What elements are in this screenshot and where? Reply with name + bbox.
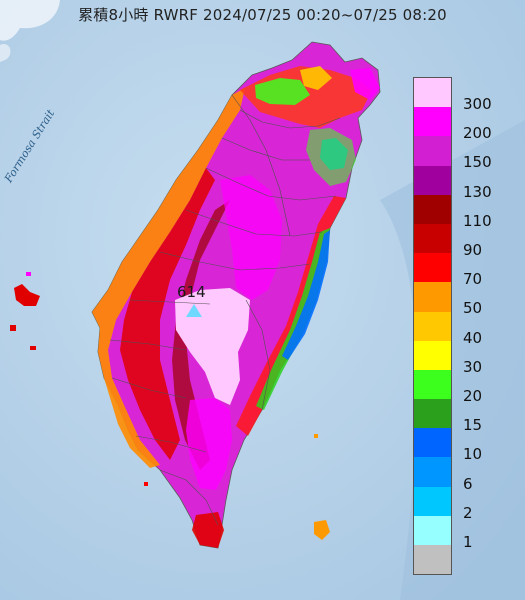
dark-red-band	[172, 200, 230, 470]
legend-swatch	[414, 165, 451, 195]
legend-label: 40	[463, 328, 483, 347]
max-rainfall-triangle-icon	[186, 304, 202, 317]
legend-label: 15	[463, 416, 483, 435]
legend-swatch	[414, 399, 451, 429]
legend-label: 70	[463, 270, 483, 289]
offshore-islet-3	[30, 346, 36, 350]
legend-swatch	[414, 515, 451, 545]
legend-swatch	[414, 340, 451, 370]
north-green	[255, 78, 310, 105]
legend-swatch	[414, 223, 451, 254]
central-core-300	[175, 288, 250, 405]
cloud-patch-small	[0, 43, 11, 62]
legend-label: 130	[463, 182, 492, 201]
legend-swatch	[414, 107, 451, 137]
map-title: 累積8小時 RWRF 2024/07/25 00:20~07/25 08:20	[78, 6, 447, 24]
legend-colorbar	[413, 77, 452, 576]
west-coast-band	[92, 88, 245, 468]
legend-swatch	[414, 282, 451, 312]
legend-label: 110	[463, 211, 492, 230]
legend-swatch	[414, 486, 451, 516]
penghu-islands	[14, 284, 40, 306]
legend-label: 90	[463, 241, 483, 259]
legend-label: 30	[463, 357, 483, 376]
legend-label: 6	[463, 474, 473, 493]
east-coast-green	[256, 228, 330, 410]
legend-swatch	[414, 78, 451, 108]
cloud-patch	[0, 0, 60, 41]
legend-swatch	[414, 136, 451, 166]
north-yellow	[300, 66, 332, 90]
legend-label: 150	[463, 153, 492, 172]
offshore-islet	[10, 325, 16, 331]
legend-label: 10	[463, 445, 483, 464]
legend-swatch	[414, 545, 451, 575]
legend-swatch	[414, 369, 451, 400]
legend-label: 1	[463, 533, 473, 551]
county-borders	[109, 94, 341, 526]
west-coast-red	[120, 168, 215, 460]
legend-label: 50	[463, 299, 483, 318]
legend-swatch	[414, 311, 451, 341]
green-island	[314, 520, 330, 540]
legend-swatch	[414, 253, 451, 283]
northeast-tip	[350, 68, 380, 100]
legend-label: 2	[463, 503, 473, 522]
east-coast-blue	[282, 230, 330, 360]
northeast-green	[306, 128, 356, 186]
legend-swatch	[414, 457, 451, 487]
legend-swatch	[414, 194, 451, 224]
max-rainfall-value: 614	[177, 283, 206, 301]
legend-label: 300	[463, 95, 492, 113]
legend-swatch	[414, 428, 451, 458]
liuqiu-dot	[144, 482, 148, 486]
lanyu-dot	[314, 434, 318, 438]
legend-label: 20	[463, 387, 483, 405]
south-core-200	[186, 398, 232, 490]
legend-label: 200	[463, 124, 492, 143]
offshore-islet-2	[26, 272, 31, 276]
